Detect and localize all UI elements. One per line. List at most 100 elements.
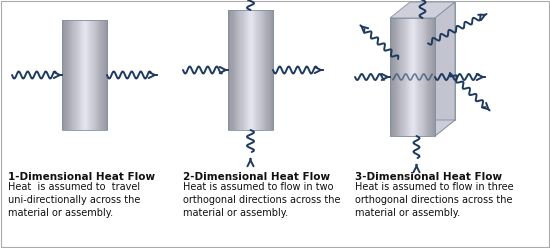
Bar [268, 10, 270, 130]
Bar [236, 10, 238, 130]
Polygon shape [390, 2, 455, 18]
Bar [104, 20, 106, 130]
Bar [67, 20, 68, 130]
Bar [394, 18, 396, 136]
Bar [415, 18, 416, 136]
Bar [103, 20, 105, 130]
Bar [95, 20, 96, 130]
Bar [102, 20, 104, 130]
Bar [243, 10, 244, 130]
Bar [265, 10, 267, 130]
Bar [406, 18, 408, 136]
Text: Heat  is assumed to  travel
uni-directionally across the
material or assembly.: Heat is assumed to travel uni-directiona… [8, 182, 140, 218]
Bar [75, 20, 77, 130]
Bar [420, 18, 422, 136]
Bar [94, 20, 95, 130]
Bar [68, 20, 69, 130]
Bar [88, 20, 90, 130]
Text: 3-Dimensional Heat Flow: 3-Dimensional Heat Flow [355, 172, 502, 182]
Text: Heat is assumed to flow in two
orthogonal directions across the
material or asse: Heat is assumed to flow in two orthogona… [183, 182, 340, 218]
Bar [240, 10, 242, 130]
Bar [244, 10, 245, 130]
Text: 1-Dimensional Heat Flow: 1-Dimensional Heat Flow [8, 172, 155, 182]
Bar [232, 10, 233, 130]
Bar [411, 18, 413, 136]
Polygon shape [410, 2, 455, 120]
Bar [70, 20, 72, 130]
Bar [78, 20, 79, 130]
Bar [64, 20, 66, 130]
Bar [245, 10, 246, 130]
Bar [405, 18, 406, 136]
Bar [84, 20, 85, 130]
Bar [417, 18, 419, 136]
Bar [430, 18, 431, 136]
Bar [393, 18, 395, 136]
Bar [99, 20, 101, 130]
Bar [106, 20, 107, 130]
Bar [85, 20, 86, 130]
Bar [400, 18, 402, 136]
Bar [402, 18, 403, 136]
Bar [434, 18, 436, 136]
Bar [258, 10, 260, 130]
Bar [262, 10, 263, 130]
Bar [419, 18, 421, 136]
Bar [233, 10, 234, 130]
Bar [65, 20, 67, 130]
Bar [237, 10, 239, 130]
Bar [260, 10, 261, 130]
Bar [397, 18, 398, 136]
Bar [261, 10, 262, 130]
Bar [414, 18, 415, 136]
Bar [412, 18, 414, 136]
Bar [247, 10, 249, 130]
Bar [399, 18, 400, 136]
Bar [96, 20, 97, 130]
Bar [91, 20, 93, 130]
Bar [229, 10, 231, 130]
Bar [82, 20, 84, 130]
Bar [239, 10, 241, 130]
Text: 2-Dimensional Heat Flow: 2-Dimensional Heat Flow [183, 172, 330, 182]
Bar [416, 18, 417, 136]
Bar [97, 20, 98, 130]
Bar [392, 18, 394, 136]
Bar [241, 10, 243, 130]
Bar [254, 10, 256, 130]
Bar [81, 20, 82, 130]
Bar [73, 20, 75, 130]
Bar [90, 20, 92, 130]
Bar [100, 20, 102, 130]
Bar [398, 18, 399, 136]
Bar [72, 20, 74, 130]
Bar [87, 20, 89, 130]
Bar [427, 18, 429, 136]
Bar [252, 10, 253, 130]
Bar [264, 10, 266, 130]
Bar [98, 20, 100, 130]
Bar [76, 20, 78, 130]
Bar [263, 10, 265, 130]
Bar [272, 10, 273, 130]
Bar [101, 20, 103, 130]
Bar [246, 10, 248, 130]
Bar [238, 10, 240, 130]
Bar [410, 18, 412, 136]
Bar [425, 18, 426, 136]
Bar [407, 18, 409, 136]
Bar [421, 18, 423, 136]
Bar [424, 18, 425, 136]
Bar [395, 18, 397, 136]
Bar [256, 10, 258, 130]
Bar [235, 10, 236, 130]
Bar [248, 10, 250, 130]
Bar [266, 10, 268, 130]
Text: Heat is assumed to flow in three
orthogonal directions across the
material or as: Heat is assumed to flow in three orthogo… [355, 182, 514, 218]
Bar [418, 18, 420, 136]
Bar [391, 18, 393, 136]
Bar [228, 10, 230, 130]
Bar [267, 10, 269, 130]
Bar [390, 18, 392, 136]
Bar [79, 20, 80, 130]
